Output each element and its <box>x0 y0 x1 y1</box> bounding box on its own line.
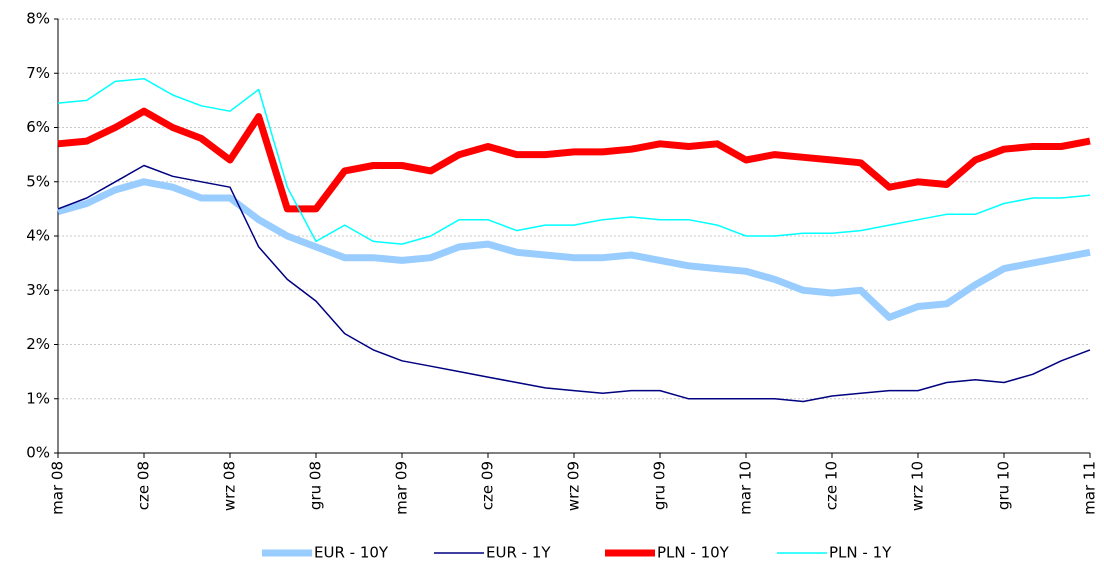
legend-label: PLN - 1Y <box>829 544 892 562</box>
x-tick-label: cze 09 <box>479 461 497 510</box>
x-tick-label: mar 11 <box>1081 461 1099 515</box>
x-tick-label: wrz 10 <box>909 461 927 511</box>
x-tick-label: wrz 09 <box>565 461 583 511</box>
x-tick-label: gru 09 <box>651 461 669 510</box>
legend-label: EUR - 10Y <box>314 544 389 562</box>
y-tick-label: 2% <box>26 335 50 353</box>
legend-label: EUR - 1Y <box>486 544 551 562</box>
series-line <box>57 77 1091 245</box>
y-tick-label: 3% <box>26 281 50 299</box>
series-line <box>57 107 1091 213</box>
y-tick-label: 1% <box>26 389 50 407</box>
y-tick-label: 4% <box>26 227 50 245</box>
x-tick-label: cze 10 <box>823 461 841 510</box>
y-tick-label: 6% <box>26 118 50 136</box>
y-tick-label: 5% <box>26 172 50 190</box>
x-tick-label: mar 10 <box>737 461 755 515</box>
y-tick-label: 8% <box>26 10 50 28</box>
x-tick-label: mar 08 <box>49 461 67 515</box>
x-tick-label: mar 09 <box>393 461 411 515</box>
x-tick-label: gru 08 <box>307 461 325 510</box>
legend-label: PLN - 10Y <box>657 544 730 562</box>
series-line <box>57 164 1091 403</box>
series-line <box>57 178 1091 321</box>
y-tick-label: 7% <box>26 64 50 82</box>
x-tick-label: cze 08 <box>135 461 153 510</box>
x-tick-label: gru 10 <box>995 461 1013 510</box>
y-tick-label: 0% <box>26 444 50 462</box>
x-tick-label: wrz 08 <box>221 461 239 511</box>
